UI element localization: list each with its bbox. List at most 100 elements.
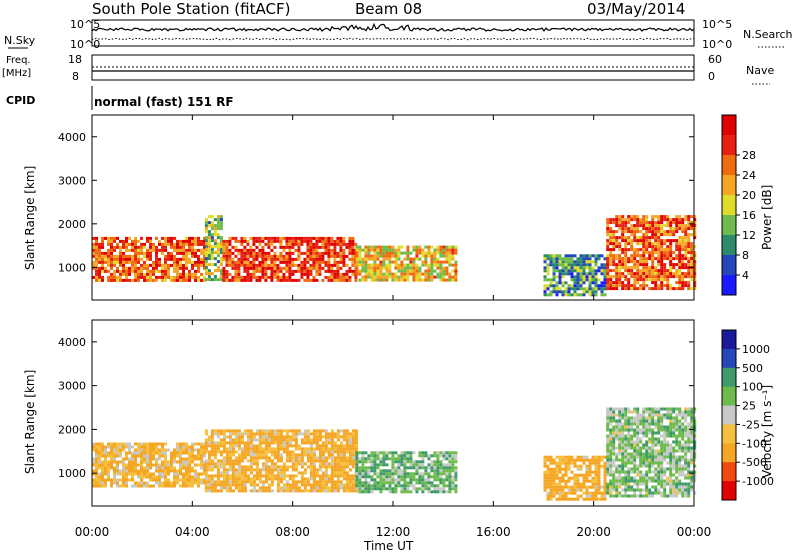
echo-cell	[669, 242, 673, 246]
echo-cell	[612, 248, 616, 252]
echo-cell	[421, 251, 425, 255]
echo-cell	[693, 245, 697, 249]
echo-cell	[95, 472, 98, 476]
echo-cell	[173, 254, 176, 258]
echo-cell	[675, 464, 679, 468]
echo-cell	[439, 278, 443, 282]
echo-cell	[588, 266, 592, 270]
echo-cell	[672, 416, 676, 420]
echo-cell	[164, 263, 167, 267]
echo-cell	[197, 442, 200, 446]
echo-cell	[555, 482, 559, 486]
echo-cell	[621, 221, 625, 225]
echo-cell	[170, 275, 173, 279]
echo-cell	[654, 242, 658, 246]
echo-cell	[630, 218, 634, 222]
echo-cell	[110, 481, 113, 485]
echo-cell	[684, 227, 688, 231]
echo-cell	[609, 287, 613, 291]
echo-cell	[312, 242, 316, 246]
echo-cell	[385, 481, 389, 485]
echo-cell	[264, 477, 268, 481]
echo-cell	[546, 455, 550, 459]
echo-cell	[451, 251, 455, 255]
echo-cell	[270, 260, 274, 264]
echo-cell	[258, 429, 262, 433]
echo-cell	[430, 475, 434, 479]
echo-cell	[594, 455, 598, 459]
echo-cell	[300, 263, 304, 267]
echo-cell	[140, 242, 143, 246]
echo-cell	[681, 410, 685, 414]
echo-cell	[339, 474, 343, 478]
echo-cell	[666, 428, 670, 432]
echo-cell	[669, 446, 673, 450]
echo-cell	[546, 470, 550, 474]
echo-cell	[237, 275, 241, 279]
echo-cell	[270, 438, 274, 442]
echo-cell	[379, 278, 383, 282]
echo-cell	[663, 407, 667, 411]
echo-cell	[149, 484, 152, 488]
echo-cell	[345, 429, 349, 433]
echo-cell	[645, 269, 649, 273]
echo-cell	[388, 451, 392, 455]
echo-cell	[243, 251, 247, 255]
echo-cell	[342, 236, 346, 240]
echo-cell	[276, 266, 280, 270]
echo-cell	[207, 233, 211, 237]
echo-cell	[442, 278, 446, 282]
echo-cell	[651, 440, 655, 444]
echo-cell	[222, 438, 226, 442]
echo-cell	[451, 454, 455, 458]
echo-cell	[194, 463, 197, 467]
echo-cell	[570, 266, 574, 270]
echo-cell	[210, 480, 214, 484]
echo-cell	[681, 272, 685, 276]
echo-cell	[606, 218, 610, 222]
echo-cell	[182, 451, 185, 455]
echo-cell	[400, 269, 404, 273]
echo-cell	[388, 251, 392, 255]
echo-cell	[687, 269, 691, 273]
echo-cell	[92, 442, 95, 446]
echo-cell	[234, 260, 238, 264]
echo-cell	[582, 461, 586, 465]
echo-cell	[173, 263, 176, 267]
echo-cell	[170, 451, 173, 455]
echo-cell	[451, 269, 455, 273]
echo-cell	[427, 466, 431, 470]
echo-cell	[382, 460, 386, 464]
echo-cell	[603, 479, 607, 483]
echo-cell	[681, 455, 685, 459]
echo-cell	[222, 254, 226, 258]
echo-cell	[606, 455, 610, 459]
echo-cell	[324, 471, 328, 475]
echo-cell	[303, 269, 307, 273]
echo-cell	[430, 466, 434, 470]
echo-cell	[143, 275, 146, 279]
echo-cell	[216, 278, 220, 282]
echo-cell	[222, 465, 226, 469]
echo-cell	[633, 266, 637, 270]
echo-cell	[264, 260, 268, 264]
echo-cell	[267, 441, 271, 445]
echo-cell	[222, 245, 226, 249]
echo-cell	[418, 454, 422, 458]
echo-cell	[146, 263, 149, 267]
echo-cell	[288, 438, 292, 442]
echo-cell	[351, 272, 355, 276]
echo-cell	[213, 444, 217, 448]
echo-cell	[370, 275, 374, 279]
echo-cell	[225, 480, 229, 484]
echo-cell	[222, 432, 226, 436]
echo-cell	[113, 472, 116, 476]
echo-cell	[385, 266, 389, 270]
echo-cell	[361, 248, 365, 252]
echo-cell	[445, 269, 449, 273]
echo-cell	[231, 441, 235, 445]
echo-cell	[207, 474, 211, 478]
echo-cell	[104, 466, 107, 470]
echo-cell	[675, 248, 679, 252]
echo-cell	[672, 428, 676, 432]
